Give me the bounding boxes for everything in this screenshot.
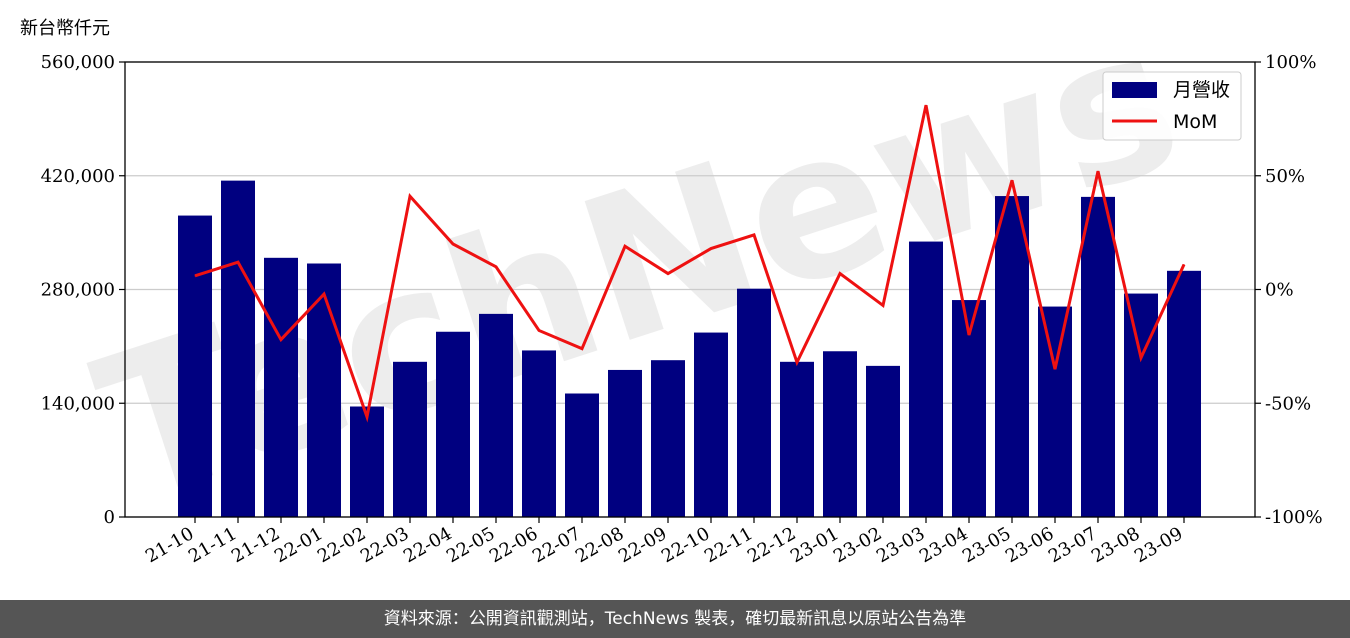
mom-point-23-03 [925,104,927,106]
bar-series [178,180,1201,517]
bar-22-04 [436,331,470,517]
x-tick-label-22-04: 22-04 [400,523,455,567]
y-right-tick-label-2: 0% [1265,280,1294,301]
axes: 0 140,000 280,000 420,000 560,000 -100% -50% 0%… [41,52,1323,567]
x-tick-label-22-02: 22-02 [314,523,369,567]
bar-22-05 [479,313,513,517]
bar-22-08 [608,369,642,517]
y-right-tick-label-3: 50% [1265,166,1305,187]
x-tick-label-23-06: 23-06 [1002,523,1057,567]
y-left-tick-label-4: 560,000 [41,52,115,73]
legend-label-bar: 月營收 [1173,79,1230,101]
y-left-tick-label-3: 420,000 [41,166,115,187]
mom-point-22-07 [581,348,583,350]
bar-23-06 [1038,306,1072,517]
x-tick-label-22-11: 22-11 [701,523,756,567]
bar-23-07 [1081,196,1115,517]
x-tick-label-22-01: 22-01 [271,523,326,567]
x-tick-label-23-09: 23-09 [1131,523,1186,567]
mom-point-23-01 [839,273,841,275]
mom-point-23-02 [882,304,884,306]
mom-point-23-08 [1140,357,1142,359]
bar-22-02 [350,406,384,517]
line-series [194,104,1186,423]
bar-22-03 [393,361,427,517]
bar-23-05 [995,196,1029,517]
x-tick-label-22-06: 22-06 [486,523,541,567]
bar-22-06 [522,350,556,517]
x-tick-label-21-12: 21-12 [228,523,283,567]
mom-point-22-11 [753,234,755,236]
x-tick-label-22-10: 22-10 [658,523,713,567]
revenue-chart: TechNews 0140,000280,000420,000560,000-1… [41,0,1323,567]
bar-22-10 [694,332,728,517]
bar-22-11 [737,288,771,517]
bar-23-08 [1124,293,1158,517]
x-tick-label-23-02: 23-02 [830,523,885,567]
mom-point-22-05 [495,266,497,268]
x-tick-label-23-04: 23-04 [916,523,971,567]
source-footer: 資料來源：公開資訊觀測站，TechNews 製表，確切最新訊息以原站公告為準 [0,600,1350,638]
mom-point-22-08 [624,245,626,247]
bar-23-02 [866,365,900,517]
bar-21-10 [178,215,212,517]
y-right-tick-label-4: 100% [1265,52,1316,73]
x-tick-label-23-08: 23-08 [1088,523,1143,567]
y-right-tick-label-0: -100% [1265,507,1323,528]
x-tick-label-23-05: 23-05 [959,523,1014,567]
x-tick-label-22-08: 22-08 [572,523,627,567]
bar-21-11 [221,180,255,517]
mom-point-22-03 [409,195,411,197]
bar-23-09 [1167,270,1201,517]
mom-point-22-12 [796,361,798,363]
y-left-tick-label-0: 0 [104,507,115,528]
mom-point-23-05 [1011,179,1013,181]
y-axis-unit-label: 新台幣仟元 [20,18,110,39]
x-tick-label-23-07: 23-07 [1045,523,1100,567]
x-tick-label-22-12: 22-12 [744,523,799,567]
legend-swatch-bar [1112,82,1157,98]
mom-point-21-11 [237,261,239,263]
mom-point-21-12 [280,339,282,341]
mom-point-22-06 [538,329,540,331]
mom-point-22-10 [710,248,712,250]
bar-22-12 [780,361,814,517]
bar-23-03 [909,241,943,517]
x-tick-label-22-07: 22-07 [529,523,584,567]
legend: 月營收 MoM [1102,71,1242,141]
y-left-tick-label-2: 280,000 [41,280,115,301]
mom-point-23-09 [1183,263,1185,265]
x-tick-label-22-05: 22-05 [443,523,498,567]
x-tick-label-22-03: 22-03 [357,523,412,567]
mom-point-23-06 [1054,368,1056,370]
mom-point-23-04 [968,334,970,336]
legend-label-line: MoM [1173,111,1217,133]
x-tick-label-23-01: 23-01 [787,523,842,567]
bar-23-01 [823,351,857,517]
mom-point-22-09 [667,273,669,275]
mom-point-23-07 [1097,170,1099,172]
bar-22-01 [307,263,341,517]
y-right-tick-label-1: -50% [1265,393,1311,414]
x-tick-label-23-03: 23-03 [873,523,928,567]
mom-point-22-02 [366,416,368,418]
bar-23-04 [952,300,986,517]
mom-point-22-01 [323,293,325,295]
bar-22-07 [565,393,599,517]
y-left-tick-label-1: 140,000 [41,393,115,414]
mom-point-22-04 [452,243,454,245]
x-tick-label-22-09: 22-09 [615,523,670,567]
mom-line [194,104,1186,423]
bar-21-12 [264,257,298,517]
bar-22-09 [651,360,685,517]
mom-point-21-10 [194,275,196,277]
